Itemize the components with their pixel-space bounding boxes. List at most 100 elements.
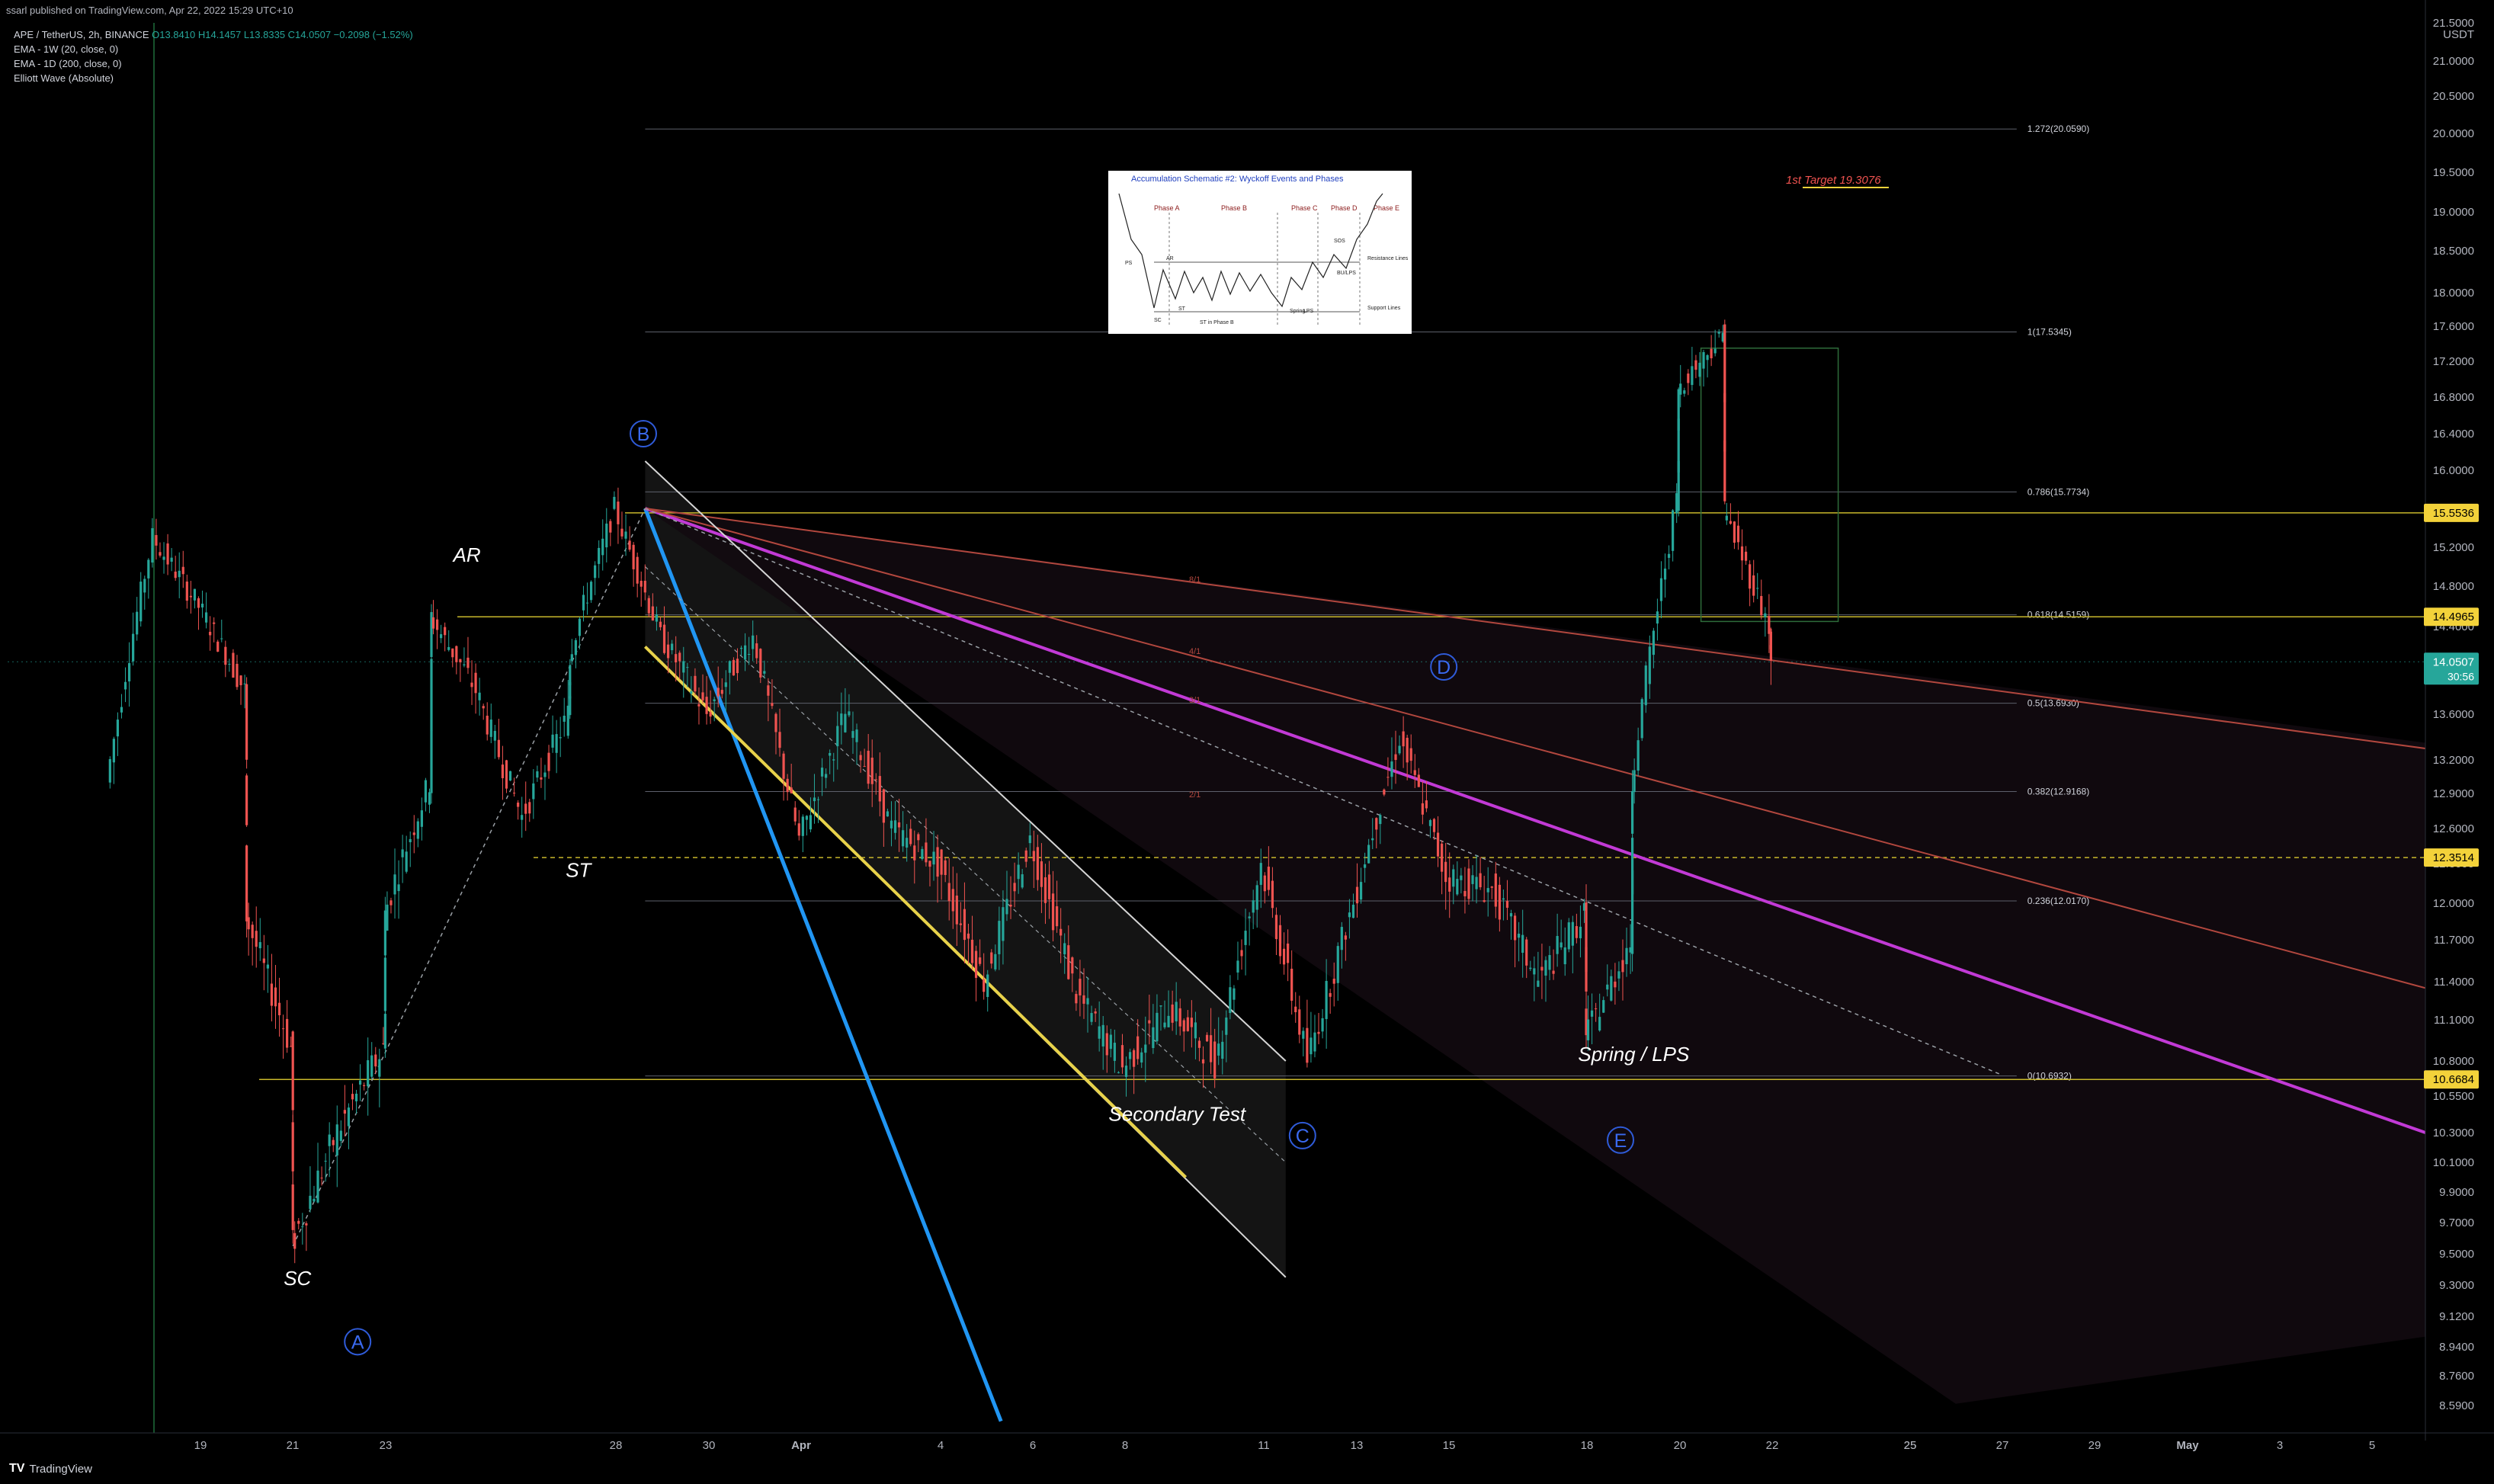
- horizontal-levels: 1.272(20.0590) 1(17.5345) 0.786(15.7734) 0.…: [8, 123, 2425, 1082]
- candle-body: [1736, 525, 1740, 543]
- candle-body: [666, 644, 670, 659]
- candle-body: [1067, 945, 1070, 979]
- indicator-elliott-wave[interactable]: Elliott Wave (Absolute): [14, 72, 114, 84]
- inset-event-label: ST: [1178, 306, 1186, 312]
- candle-body: [1013, 883, 1016, 892]
- candle-body: [536, 771, 539, 778]
- fib-level-label: 0.786(15.7734): [2028, 486, 2089, 497]
- candle-body: [1525, 939, 1528, 966]
- candle-body: [286, 1018, 289, 1048]
- candle-body: [524, 803, 527, 814]
- candle-body: [1586, 1019, 1590, 1040]
- candle-body: [1059, 928, 1063, 936]
- candle-body: [1733, 521, 1736, 543]
- candle-body: [1310, 1037, 1313, 1055]
- wyckoff-label: Spring / LPS: [1578, 1043, 1690, 1066]
- price-tick-label: 19.0000: [2433, 206, 2474, 219]
- wyckoff-schematic-image: Accumulation Schematic #2: Wyckoff Event…: [1108, 171, 1412, 334]
- price-tick-label: 18.5000: [2433, 245, 2474, 258]
- candle-body: [585, 602, 589, 604]
- candle-body: [793, 807, 797, 822]
- candle-body: [786, 778, 789, 793]
- candle-body: [1486, 888, 1489, 893]
- candle-body: [944, 860, 947, 876]
- candle-body: [1282, 948, 1286, 965]
- candle-body: [412, 832, 415, 835]
- candle-body: [1631, 790, 1634, 834]
- candle-body: [313, 1198, 316, 1202]
- indicator-ema-daily[interactable]: EMA - 1D (200, close, 0): [14, 58, 122, 69]
- tradingview-footer[interactable]: TV TradingView: [9, 1462, 92, 1476]
- candle-body: [1687, 373, 1690, 383]
- inset-event-label: ST in Phase B: [1200, 320, 1234, 325]
- candle-body: [1744, 551, 1748, 561]
- candle-body: [1120, 1045, 1124, 1068]
- candle-body: [1540, 966, 1544, 971]
- candle-body: [1390, 761, 1393, 777]
- fib-level-label: 0.236(12.0170): [2028, 896, 2089, 906]
- candle-body: [1521, 934, 1524, 954]
- legend-symbol-row[interactable]: APE / TetherUS, 2h, BINANCE O13.8410 H14…: [14, 27, 413, 42]
- candle-body: [236, 663, 239, 688]
- candle-body: [1398, 745, 1401, 754]
- time-tick-label: 25: [1904, 1439, 1917, 1452]
- candle-body: [936, 847, 939, 877]
- price-tick-label: 21.5000: [2433, 17, 2474, 30]
- candle-body: [1614, 981, 1617, 988]
- candle-body: [1740, 546, 1744, 561]
- candle-body: [1494, 873, 1497, 907]
- candle-body: [1633, 770, 1636, 793]
- price-tick-label: 15.2000: [2433, 541, 2474, 554]
- candle-body: [851, 731, 854, 739]
- indicator-ema-weekly[interactable]: EMA - 1W (20, close, 0): [14, 43, 119, 55]
- candle-body: [277, 1002, 281, 1015]
- candle-body: [759, 649, 762, 678]
- inset-event-label: SC: [1154, 318, 1162, 323]
- published-caption: ssarl published on TradingView.com, Apr …: [6, 5, 293, 16]
- candle-body: [790, 787, 793, 793]
- candle-body: [1610, 976, 1613, 1001]
- price-tick-label: 9.1200: [2439, 1310, 2474, 1323]
- candle-body: [508, 771, 512, 781]
- candle-body: [1640, 699, 1643, 739]
- price-tag: [2424, 652, 2479, 685]
- candle-body: [405, 851, 408, 872]
- candle-body: [547, 752, 550, 771]
- price-tick-label: 8.5900: [2439, 1399, 2474, 1412]
- candle-body: [266, 964, 269, 969]
- candle-body: [617, 502, 620, 524]
- price-axis[interactable]: 21.5000 21.0000 20.5000 20.0000 19.5000 19.00…: [2424, 0, 2479, 1441]
- candle-body: [401, 849, 404, 857]
- candle-body: [1210, 1035, 1213, 1063]
- candle-body: [1217, 1043, 1220, 1056]
- candle-body: [998, 921, 1001, 954]
- candle-body: [416, 821, 419, 839]
- candle-body: [848, 711, 851, 716]
- candle-body: [709, 712, 712, 717]
- candle-body: [736, 659, 739, 674]
- candle-body: [1436, 832, 1440, 857]
- fib-level-label: 0.618(14.5159): [2028, 610, 2089, 620]
- candle-body: [486, 715, 489, 735]
- candle-body: [1133, 1050, 1136, 1067]
- fan-ratio-label: 2/1: [1189, 790, 1201, 800]
- consolidation-box: [1700, 348, 1839, 623]
- candle-body: [1725, 515, 1728, 521]
- candle-body: [628, 540, 631, 550]
- candle-body: [181, 566, 184, 575]
- candle-body: [132, 633, 135, 662]
- candle-body: [1667, 553, 1671, 558]
- candle-body: [1764, 613, 1767, 617]
- candle-body: [1225, 1018, 1228, 1035]
- candle-body: [566, 705, 569, 736]
- candle-body: [1182, 1020, 1185, 1032]
- price-tick-label: 11.1000: [2434, 1014, 2474, 1027]
- candle-body: [797, 823, 800, 836]
- candle-body: [1428, 820, 1432, 826]
- candle-body: [258, 942, 261, 949]
- candle-body: [1625, 947, 1628, 965]
- candle-body: [1417, 774, 1420, 787]
- candle-body: [870, 758, 874, 784]
